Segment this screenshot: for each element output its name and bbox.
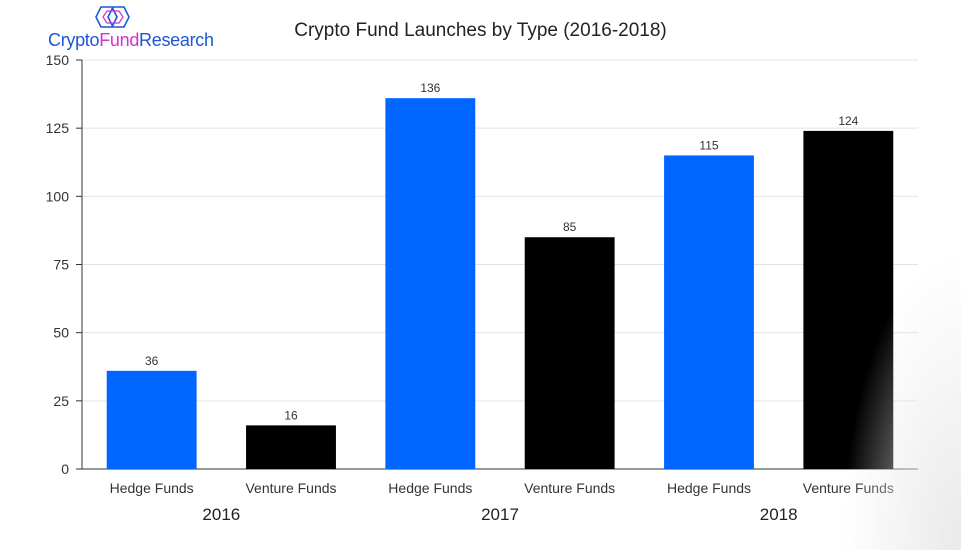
y-tick-label: 25 <box>53 393 69 409</box>
group-label: 2017 <box>481 505 519 524</box>
y-tick-label: 100 <box>46 188 70 204</box>
x-tick-label: Hedge Funds <box>388 480 472 496</box>
data-label: 16 <box>284 408 298 422</box>
crypto-fund-research-logo: CryptoFundResearch <box>48 6 214 52</box>
bar <box>664 155 754 469</box>
bar <box>803 130 894 470</box>
logo-icon <box>95 6 130 28</box>
y-tick-label: 75 <box>53 257 69 273</box>
x-tick-label: Hedge Funds <box>110 480 194 496</box>
y-tick-label: 150 <box>46 52 70 68</box>
data-label: 136 <box>420 81 440 95</box>
y-tick-label: 50 <box>53 325 69 341</box>
data-label: 85 <box>563 220 577 234</box>
data-label: 124 <box>838 114 858 128</box>
x-tick-label: Hedge Funds <box>667 480 751 496</box>
y-tick-label: 0 <box>61 461 69 477</box>
y-tick-label: 125 <box>46 120 70 136</box>
data-label: 36 <box>145 354 159 368</box>
bar <box>106 370 197 469</box>
group-label: 2018 <box>760 505 798 524</box>
chart-title: Crypto Fund Launches by Type (2016-2018) <box>294 20 667 41</box>
x-tick-label: Venture Funds <box>803 480 894 496</box>
x-tick-label: Venture Funds <box>524 480 615 496</box>
logo-text: CryptoFundResearch <box>48 30 214 50</box>
bar <box>246 425 336 469</box>
group-label: 2016 <box>202 505 240 524</box>
bar <box>524 237 615 469</box>
data-label: 115 <box>699 138 718 152</box>
x-tick-label: Venture Funds <box>245 480 336 496</box>
bar <box>385 98 476 469</box>
